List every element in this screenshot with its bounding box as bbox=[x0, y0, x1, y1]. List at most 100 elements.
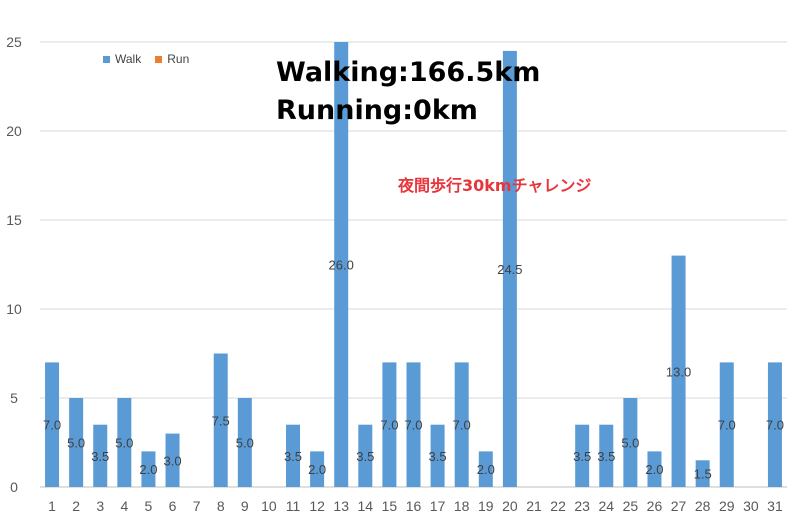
x-tick-label: 7 bbox=[193, 498, 201, 514]
data-label: 3.0 bbox=[163, 453, 181, 468]
bar-walk bbox=[478, 451, 493, 487]
legend-swatch-run bbox=[155, 55, 163, 63]
data-label: 7.0 bbox=[43, 418, 61, 433]
data-label: 5.0 bbox=[236, 436, 254, 451]
x-tick-label: 17 bbox=[430, 498, 446, 514]
data-label: 5.0 bbox=[67, 436, 85, 451]
challenge-annotation: 夜間歩行30kmチャレンジ bbox=[398, 176, 592, 195]
data-label: 2.0 bbox=[139, 462, 157, 477]
data-label: 7.0 bbox=[718, 418, 736, 433]
x-tick-label: 19 bbox=[478, 498, 494, 514]
data-label: 3.5 bbox=[429, 449, 447, 464]
bar-walk bbox=[719, 362, 734, 487]
legend-label-run: Run bbox=[167, 52, 190, 66]
bar-walk bbox=[358, 424, 373, 487]
bar-walk bbox=[382, 362, 397, 487]
x-tick-label: 26 bbox=[647, 498, 663, 514]
x-tick-label: 16 bbox=[406, 498, 422, 514]
walking-total: Walking:166.5km bbox=[276, 57, 541, 88]
bar-walk bbox=[406, 362, 421, 487]
legend-swatch-walk bbox=[103, 55, 110, 63]
bar-walk bbox=[165, 433, 180, 487]
x-tick-label: 28 bbox=[695, 498, 711, 514]
y-tick-label: 15 bbox=[6, 212, 22, 228]
y-tick-label: 5 bbox=[10, 390, 18, 406]
data-label: 7.0 bbox=[404, 418, 422, 433]
y-tick-label: 20 bbox=[6, 123, 22, 139]
x-tick-label: 15 bbox=[382, 498, 398, 514]
bar-walk bbox=[502, 50, 517, 488]
bar-walk bbox=[334, 42, 349, 487]
distance-summary: Walking:166.5km Running:0km bbox=[276, 54, 540, 130]
running-total: Running:0km bbox=[276, 95, 478, 126]
data-label: 7.0 bbox=[453, 418, 471, 433]
legend-item-run: Run bbox=[155, 52, 189, 66]
x-tick-label: 3 bbox=[96, 498, 104, 514]
legend-item-walk: Walk bbox=[103, 52, 141, 66]
data-label: 2.0 bbox=[477, 462, 495, 477]
data-label: 13.0 bbox=[666, 364, 691, 379]
data-label: 3.5 bbox=[284, 449, 302, 464]
data-label: 7.0 bbox=[380, 418, 398, 433]
x-tick-label: 29 bbox=[719, 498, 735, 514]
x-tick-label: 1 bbox=[48, 498, 56, 514]
x-tick-label: 4 bbox=[120, 498, 128, 514]
data-label: 2.0 bbox=[645, 462, 663, 477]
data-label: 5.0 bbox=[621, 436, 639, 451]
x-tick-label: 22 bbox=[550, 498, 566, 514]
bar-walk bbox=[695, 460, 710, 487]
data-label: 7.5 bbox=[212, 413, 230, 428]
data-label: 3.5 bbox=[597, 449, 615, 464]
x-tick-label: 14 bbox=[358, 498, 374, 514]
data-label: 5.0 bbox=[115, 436, 133, 451]
bar-walk bbox=[430, 424, 445, 487]
data-label: 3.5 bbox=[356, 449, 374, 464]
x-tick-label: 24 bbox=[598, 498, 614, 514]
data-label: 26.0 bbox=[329, 258, 354, 273]
x-tick-label: 18 bbox=[454, 498, 470, 514]
bar-walk bbox=[213, 353, 228, 487]
data-label: 24.5 bbox=[497, 262, 522, 277]
bar-walk bbox=[117, 398, 132, 487]
bar-walk bbox=[623, 398, 638, 487]
x-tick-label: 21 bbox=[526, 498, 542, 514]
y-tick-label: 0 bbox=[10, 479, 18, 495]
bar-walk bbox=[69, 398, 84, 487]
x-tick-label: 5 bbox=[145, 498, 153, 514]
x-tick-label: 6 bbox=[169, 498, 177, 514]
y-tick-label: 25 bbox=[6, 34, 22, 50]
data-label: 2.0 bbox=[308, 462, 326, 477]
x-tick-label: 12 bbox=[309, 498, 325, 514]
x-tick-label: 30 bbox=[743, 498, 759, 514]
x-tick-label: 23 bbox=[574, 498, 590, 514]
bar-walk bbox=[93, 424, 108, 487]
bar-walk bbox=[141, 451, 156, 487]
bar-walk bbox=[45, 362, 60, 487]
bar-walk bbox=[599, 424, 614, 487]
x-tick-label: 25 bbox=[623, 498, 639, 514]
legend-label-walk: Walk bbox=[115, 52, 142, 66]
x-tick-label: 11 bbox=[286, 498, 301, 514]
y-tick-label: 10 bbox=[6, 301, 22, 317]
bar-walk bbox=[647, 451, 662, 487]
x-tick-label: 9 bbox=[241, 498, 249, 514]
x-tick-label: 20 bbox=[502, 498, 518, 514]
data-label: 1.5 bbox=[694, 467, 712, 482]
x-tick-label: 13 bbox=[333, 498, 349, 514]
x-tick-label: 27 bbox=[671, 498, 687, 514]
bar-walk bbox=[286, 424, 301, 487]
data-label: 3.5 bbox=[573, 449, 591, 464]
bar-walk bbox=[237, 398, 252, 487]
bar-walk bbox=[767, 362, 782, 487]
legend: Walk Run bbox=[103, 52, 189, 66]
bar-walk bbox=[310, 451, 325, 487]
x-tick-label: 8 bbox=[217, 498, 225, 514]
data-label: 7.0 bbox=[766, 418, 784, 433]
x-tick-label: 2 bbox=[72, 498, 80, 514]
x-tick-label: 10 bbox=[261, 498, 277, 514]
x-tick-label: 31 bbox=[767, 498, 783, 514]
bar-walk bbox=[454, 362, 469, 487]
data-label: 3.5 bbox=[91, 449, 109, 464]
bar-walk bbox=[671, 255, 686, 487]
